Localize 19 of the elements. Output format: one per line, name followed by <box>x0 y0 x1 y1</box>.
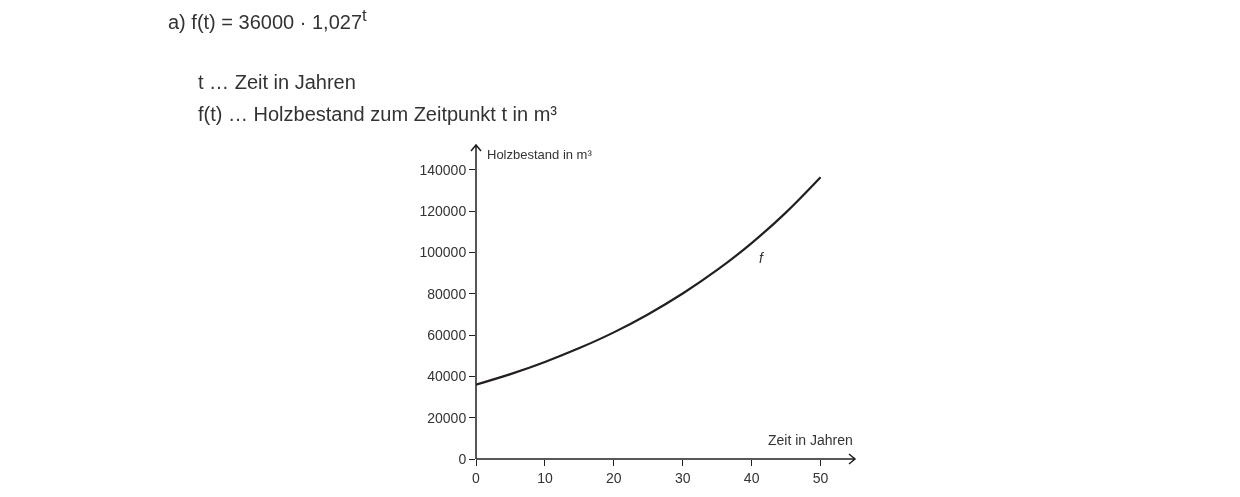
y-axis-title: Holzbestand in m³ <box>487 147 593 162</box>
series-label: f <box>759 250 765 266</box>
y-tick-label: 60000 <box>427 326 467 343</box>
y-tick-label: 140000 <box>419 161 467 178</box>
x-tick-label: 0 <box>472 469 481 486</box>
y-tick-label: 120000 <box>419 203 467 220</box>
y-tick-label: 80000 <box>427 285 467 302</box>
y-tick-label: 100000 <box>419 244 467 261</box>
x-tick-label: 50 <box>812 469 829 486</box>
x-tick-label: 30 <box>674 469 691 486</box>
x-tick-label: 20 <box>606 469 622 486</box>
y-tick-label: 0 <box>458 450 467 467</box>
x-tick-label: 10 <box>537 469 553 486</box>
y-tick-label: 40000 <box>427 368 467 385</box>
text: a) f(t) = 36000 · 1,027$^{t}$ <box>168 6 367 34</box>
y-tick-label: 20000 <box>427 409 467 426</box>
chart-subtitle: t … Zeit in Jahren f(t) … Holzbestand zum Zeitpunkt t in m³ <box>198 70 558 127</box>
x-tick-label: 40 <box>743 469 760 486</box>
x-axis-title: Zeit in Jahren <box>768 432 853 448</box>
